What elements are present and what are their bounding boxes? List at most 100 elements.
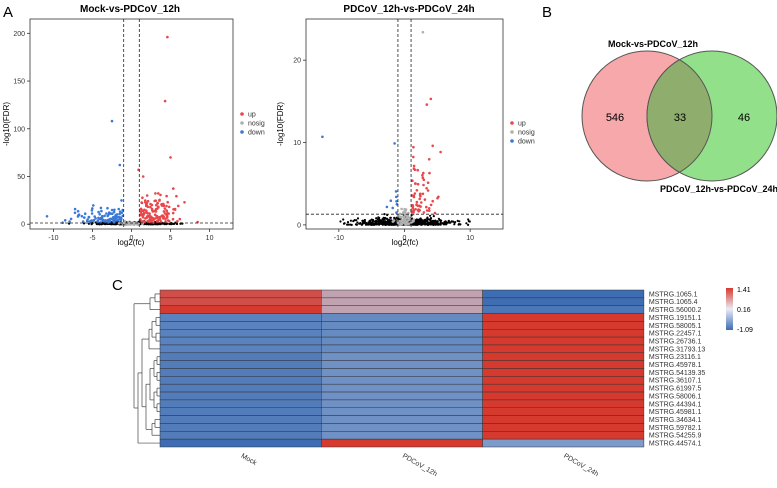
v2-point-sig_black — [447, 219, 450, 222]
v1-point-up — [151, 209, 154, 212]
v2-point-nosig — [401, 221, 404, 224]
v2-point-sig_black — [361, 219, 364, 222]
heatmap-cell — [159, 305, 322, 314]
v1-point-up — [146, 205, 150, 209]
v2-point-sig_black — [383, 213, 386, 216]
heatmap-cell — [482, 297, 645, 306]
v2-point-nosig — [407, 211, 410, 215]
v2-point-up — [422, 171, 425, 175]
v2-point-sig_black — [358, 222, 361, 225]
heatmap-row-label: MSTRG.22457.1 — [649, 331, 702, 338]
v2-point-sig_black — [424, 218, 427, 221]
v2-point-nosig — [398, 215, 401, 218]
v2-point-nosig — [400, 207, 403, 211]
v2-point-up — [419, 205, 422, 208]
v2-point-up — [416, 168, 420, 172]
v1-point-up — [167, 205, 171, 209]
v2-point-sig_black — [339, 220, 342, 223]
v1-point-up — [158, 218, 162, 221]
v1-point-up — [177, 204, 180, 208]
v2-point-up — [413, 168, 417, 172]
v1-point-down — [92, 204, 95, 207]
v1-point-up — [171, 217, 175, 221]
v1-point-up — [158, 216, 162, 219]
heatmap-cell — [321, 313, 483, 322]
v2-point-up — [439, 150, 442, 154]
heatmap-cell — [321, 431, 483, 440]
heatmap-cell — [321, 289, 483, 299]
v2-point-nosig — [412, 218, 416, 221]
v2-point-up — [425, 187, 428, 190]
heatmap-cell — [321, 368, 483, 377]
v1-point-up — [141, 196, 144, 199]
v1-point-up — [140, 220, 143, 223]
heatmap-cell — [321, 407, 483, 416]
v2-point-nosig — [421, 30, 425, 34]
v2-point-sig_black — [380, 222, 383, 226]
v1-point-up — [162, 203, 165, 206]
v1-point-up — [146, 212, 149, 215]
v2-point-down — [321, 135, 324, 139]
v2-point-sig_black — [444, 221, 447, 225]
panel-label-a: A — [3, 4, 13, 21]
heatmap-row-label: MSTRG.45981.1 — [649, 409, 702, 416]
heatmap-dendrogram — [133, 293, 160, 444]
volcano2-panel — [305, 18, 504, 230]
heatmap-row-label: MSTRG.58005.1 — [649, 323, 702, 330]
heatmap-column-label: Mock — [240, 453, 258, 468]
v2-point-up — [423, 198, 427, 201]
heatmap-cell — [482, 305, 645, 314]
heatmap-cell — [482, 329, 645, 338]
v2-point-up — [412, 195, 416, 199]
heatmap-cell — [482, 431, 645, 440]
v2-point-sig_black — [426, 216, 429, 219]
heatmap-row-label: MSTRG.54139.35 — [649, 370, 706, 377]
v1-point-down — [85, 219, 89, 223]
v1-point-up — [165, 209, 169, 213]
heatmap-cell — [321, 352, 483, 361]
heatmap-cell — [482, 391, 645, 401]
v1-point-down — [83, 212, 87, 215]
v2-point-nosig — [392, 219, 396, 222]
v2-point-sig_black — [385, 217, 388, 220]
v1-point-up — [153, 213, 157, 216]
v1-point-down — [114, 213, 118, 217]
v2-point-sig_black — [346, 223, 349, 226]
v2-point-sig_black — [381, 218, 384, 221]
v1-point-down — [108, 220, 112, 223]
v2-point-up — [421, 176, 425, 179]
v2-point-up — [412, 210, 416, 214]
v1-point-down — [73, 211, 77, 215]
heatmap-color-scale: 1.41 0.16 -1.09 — [726, 287, 753, 334]
v1-point-up — [167, 212, 170, 215]
v2-point-sig_black — [346, 221, 350, 224]
scale-label-max: 1.41 — [737, 287, 751, 294]
v1-point-nosig — [117, 222, 121, 225]
v2-point-up — [420, 201, 423, 204]
heatmap-row-label: MSTRG.1065.4 — [649, 299, 698, 306]
heatmap-row-label: MSTRG.1065.1 — [649, 291, 698, 298]
v2-point-sig_black — [452, 220, 455, 223]
v1-point-down — [76, 215, 80, 218]
v1-point-nosig — [132, 221, 136, 225]
heatmap-cell — [482, 313, 645, 322]
v2-point-nosig — [402, 211, 405, 214]
v1-point-sig_black — [170, 223, 173, 226]
v2-point-sig_black — [379, 219, 382, 222]
v2-point-sig_black — [342, 218, 345, 221]
volcano2-ylabel: -log10(FDR) — [276, 102, 285, 146]
v2-point-sig_black — [438, 219, 441, 222]
v1-point-down — [45, 215, 49, 218]
v2-point-sig_black — [430, 223, 433, 226]
volcano1-ylabel: -log10(FDR) — [2, 102, 11, 146]
v1-point-down — [120, 199, 123, 202]
heatmap-cell — [159, 313, 322, 322]
v1-point-down — [68, 220, 71, 223]
v1-point-down — [83, 216, 86, 219]
heatmap-row-label: MSTRG.58006.1 — [649, 393, 702, 400]
v2-legend-swatch-nosig — [510, 130, 514, 134]
v1-point-up — [149, 205, 152, 209]
v1-point-down — [109, 218, 112, 221]
v1-point-up — [165, 194, 168, 198]
